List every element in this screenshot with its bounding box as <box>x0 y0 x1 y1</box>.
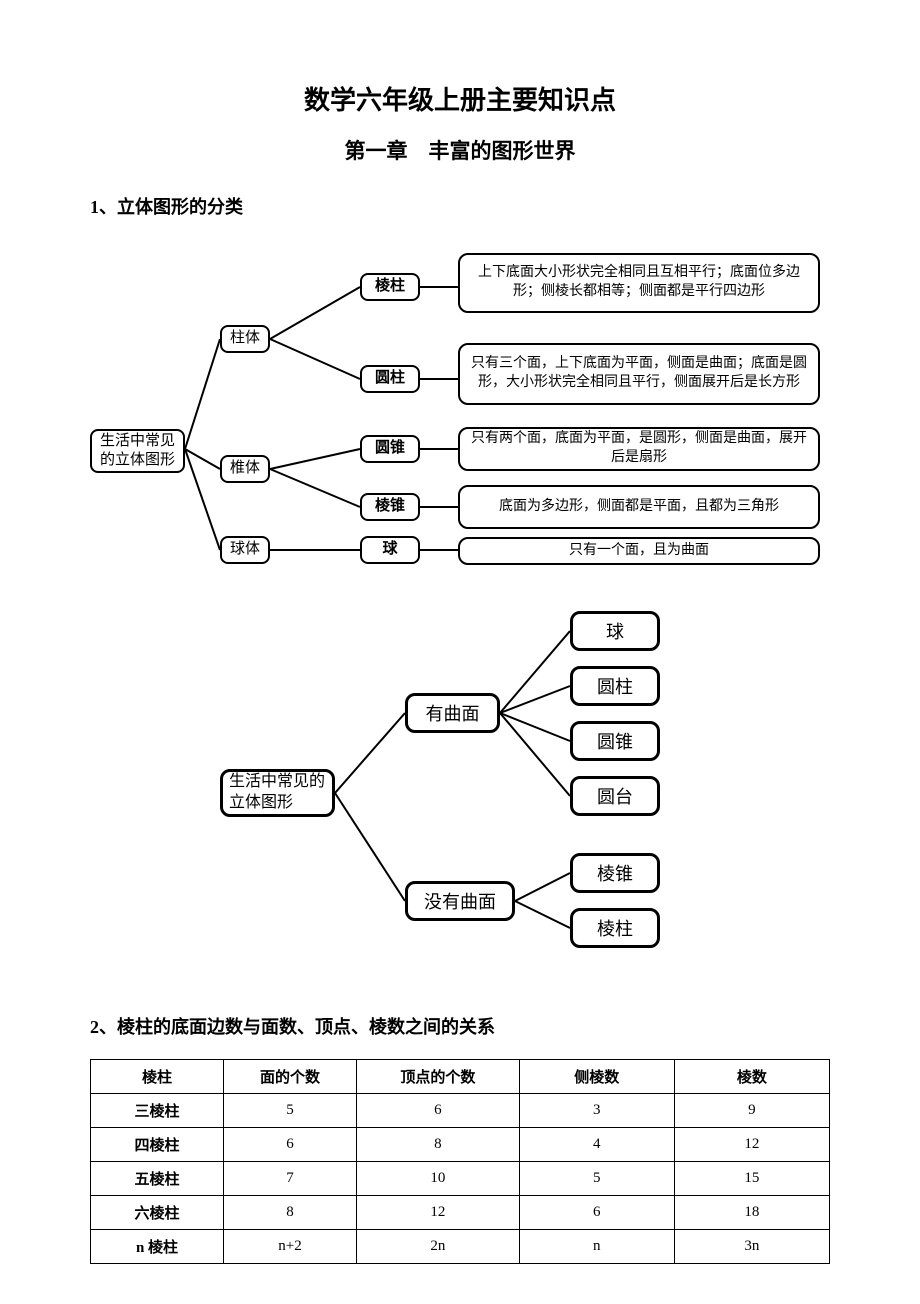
table-row: 六棱柱812618 <box>91 1196 830 1230</box>
tree1-zhuti: 柱体 <box>220 325 270 353</box>
tree2-leaf-yuanzhu: 圆柱 <box>570 666 660 706</box>
table-cell: 6 <box>519 1196 674 1230</box>
chapter-title: 第一章 丰富的图形世界 <box>90 135 830 165</box>
table-col-2: 顶点的个数 <box>357 1060 520 1094</box>
table-cell: 2n <box>357 1230 520 1264</box>
classification-tree-2: 生活中常见的立体图形 有曲面 没有曲面 球 圆柱 圆锥 圆台 棱锥 棱柱 <box>210 603 730 983</box>
table-row: 四棱柱68412 <box>91 1128 830 1162</box>
table-cell: 3n <box>674 1230 829 1264</box>
section-1-heading: 1、立体图形的分类 <box>90 193 830 219</box>
classification-tree-1: 生活中常见的立体图形 柱体 椎体 球体 棱柱 圆柱 圆锥 棱锥 球 上下底面大小… <box>90 239 830 579</box>
tree1-zhuiti: 椎体 <box>220 455 270 483</box>
table-cell: n 棱柱 <box>91 1230 224 1264</box>
table-col-0: 棱柱 <box>91 1060 224 1094</box>
tree1-yuanzhui: 圆锥 <box>360 435 420 463</box>
table-row: n 棱柱n+22nn3n <box>91 1230 830 1264</box>
table-cell: 6 <box>357 1094 520 1128</box>
tree2-curved: 有曲面 <box>405 693 500 733</box>
table-cell: 8 <box>357 1128 520 1162</box>
tree1-qiu: 球 <box>360 536 420 564</box>
table-cell: 8 <box>224 1196 357 1230</box>
prism-relation-table: 棱柱 面的个数 顶点的个数 侧棱数 棱数 三棱柱5639四棱柱68412五棱柱7… <box>90 1059 830 1264</box>
table-row: 三棱柱5639 <box>91 1094 830 1128</box>
tree1-lengzhui: 棱锥 <box>360 493 420 521</box>
table-cell: 5 <box>519 1162 674 1196</box>
table-cell: 4 <box>519 1128 674 1162</box>
tree2-flat: 没有曲面 <box>405 881 515 921</box>
tree1-desc-lengzhu: 上下底面大小形状完全相同且互相平行；底面位多边形；侧棱长都相等；侧面都是平行四边… <box>458 253 820 313</box>
table-cell: 3 <box>519 1094 674 1128</box>
table-cell: 7 <box>224 1162 357 1196</box>
table-cell: 10 <box>357 1162 520 1196</box>
table-cell: n+2 <box>224 1230 357 1264</box>
table-row: 五棱柱710515 <box>91 1162 830 1196</box>
tree1-desc-yuanzhu: 只有三个面，上下底面为平面，侧面是曲面；底面是圆形，大小形状完全相同且平行，侧面… <box>458 343 820 405</box>
tree1-desc-qiu: 只有一个面，且为曲面 <box>458 537 820 565</box>
section-2-heading: 2、棱柱的底面边数与面数、顶点、棱数之间的关系 <box>90 1013 830 1039</box>
table-col-3: 侧棱数 <box>519 1060 674 1094</box>
table-header-row: 棱柱 面的个数 顶点的个数 侧棱数 棱数 <box>91 1060 830 1094</box>
table-cell: 18 <box>674 1196 829 1230</box>
tree1-lengzhu: 棱柱 <box>360 273 420 301</box>
tree2-leaf-lengzhu: 棱柱 <box>570 908 660 948</box>
tree2-leaf-yuanzhui: 圆锥 <box>570 721 660 761</box>
tree1-root: 生活中常见的立体图形 <box>90 429 185 473</box>
table-cell: 三棱柱 <box>91 1094 224 1128</box>
table-col-1: 面的个数 <box>224 1060 357 1094</box>
table-cell: 12 <box>357 1196 520 1230</box>
tree1-desc-lengzhui: 底面为多边形，侧面都是平面，且都为三角形 <box>458 485 820 529</box>
tree1-yuanzhu: 圆柱 <box>360 365 420 393</box>
table-cell: 五棱柱 <box>91 1162 224 1196</box>
tree2-leaf-yuantai: 圆台 <box>570 776 660 816</box>
tree2-leaf-qiu: 球 <box>570 611 660 651</box>
table-body: 三棱柱5639四棱柱68412五棱柱710515六棱柱812618n 棱柱n+2… <box>91 1094 830 1264</box>
table-cell: n <box>519 1230 674 1264</box>
table-cell: 5 <box>224 1094 357 1128</box>
table-cell: 6 <box>224 1128 357 1162</box>
table-col-4: 棱数 <box>674 1060 829 1094</box>
main-title: 数学六年级上册主要知识点 <box>90 80 830 117</box>
table-cell: 12 <box>674 1128 829 1162</box>
tree1-desc-yuanzhui: 只有两个面，底面为平面，是圆形，侧面是曲面，展开后是扇形 <box>458 427 820 471</box>
tree1-qiuti: 球体 <box>220 536 270 564</box>
table-cell: 六棱柱 <box>91 1196 224 1230</box>
table-cell: 15 <box>674 1162 829 1196</box>
tree2-root: 生活中常见的立体图形 <box>220 769 335 817</box>
tree2-leaf-lengzhui: 棱锥 <box>570 853 660 893</box>
table-cell: 四棱柱 <box>91 1128 224 1162</box>
table-cell: 9 <box>674 1094 829 1128</box>
